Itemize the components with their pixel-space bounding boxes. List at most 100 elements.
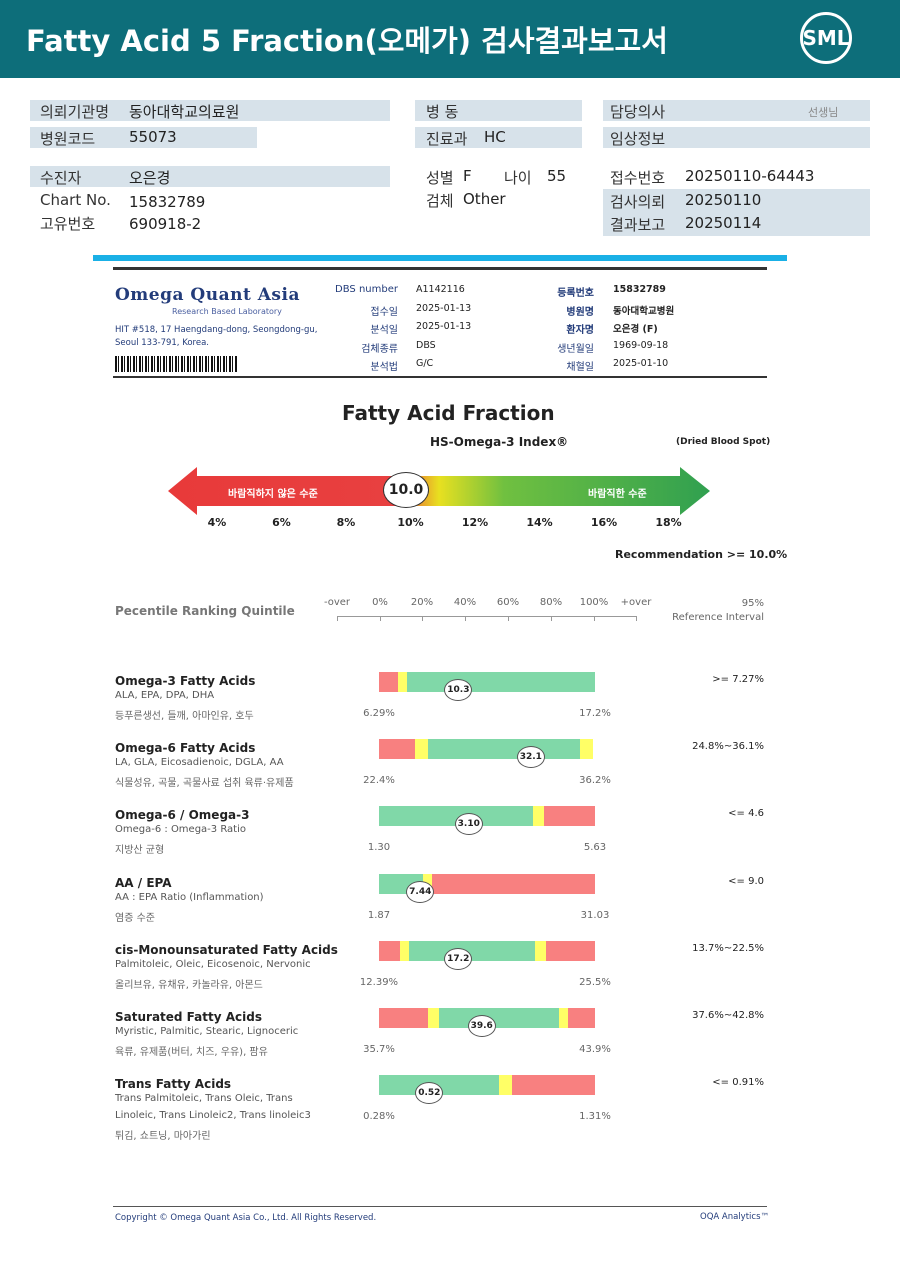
range-bar	[379, 940, 595, 961]
yellow-zone	[499, 1075, 512, 1096]
green-zone	[439, 1008, 559, 1028]
institution-field	[30, 100, 390, 121]
sml-logo: SML	[800, 12, 852, 64]
scale-tick-label: 10%	[397, 516, 424, 529]
header-bar: Fatty Acid 5 Fraction(오메가) 검사결과보고서 SML	[0, 0, 900, 78]
range-min: 35.7%	[363, 1044, 395, 1055]
red-zone	[379, 1008, 428, 1028]
range-min: 1.30	[367, 842, 391, 854]
address-line1: HIT #518, 17 Haengdang-dong, Seongdong-g…	[115, 325, 318, 335]
dept-field	[415, 127, 582, 148]
red-zone	[544, 806, 595, 827]
page-title: Fatty Acid 5 Fraction(오메가) 검사결과보고서	[26, 24, 668, 58]
left-field-label: 분석법	[370, 362, 398, 373]
row-components: Omega-6 : Omega-3 Ratio	[115, 824, 247, 836]
sex-value: F	[463, 167, 472, 185]
range-bar	[379, 672, 595, 692]
scale-tick-label: 12%	[461, 516, 489, 529]
value-marker: 3.10	[454, 813, 483, 836]
value-marker: 17.2	[444, 947, 473, 970]
address-line2: Seoul 133-791, Korea.	[115, 338, 209, 348]
range-max: 25.5%	[579, 976, 611, 988]
yellow-zone	[559, 1008, 568, 1028]
row-name: Trans Fatty Acids	[115, 1077, 232, 1092]
age-label: 나이	[504, 169, 532, 187]
index-value-marker: 10.0	[383, 472, 429, 508]
left-field-value: A1142116	[416, 284, 465, 295]
quintile-tick	[508, 616, 509, 621]
left-field-label: 접수일	[370, 306, 398, 318]
range-max: 43.9%	[579, 1044, 611, 1055]
row-name: cis-Monounsaturated Fatty Acids	[115, 942, 338, 957]
quintile-tick	[422, 616, 423, 621]
bad-zone-label: 바람직하지 않은 수준	[228, 489, 318, 500]
quintile-tick-label: 40%	[453, 597, 477, 608]
left-field-value: 2025-01-13	[416, 302, 472, 314]
reference-interval: >= 7.27%	[712, 674, 764, 685]
rep-label: 결과보고	[610, 216, 666, 234]
quintile-tick-label: 20%	[410, 597, 434, 608]
right-field-value: 2025-01-10	[613, 358, 669, 369]
report-header-rule	[113, 376, 767, 378]
copyright: Copyright © Omega Quant Asia Co., Ltd. A…	[115, 1213, 377, 1223]
recommendation: Recommendation >= 10.0%	[615, 548, 788, 561]
range-min: 1.87	[367, 909, 391, 921]
range-max: 5.63	[583, 842, 607, 854]
left-field-value: G/C	[416, 358, 434, 369]
quintile-tick	[337, 616, 338, 621]
red-zone	[379, 672, 398, 692]
row-food-sources: 식물성유, 곡물, 곡물사료 섭취 육류·유제품	[115, 778, 294, 790]
brand: OQA Analytics™	[700, 1212, 769, 1222]
report-top-rule	[113, 267, 767, 270]
row-name: Omega-3 Fatty Acids	[115, 674, 256, 688]
range-min: 12.39%	[359, 976, 399, 988]
sex-label: 성별	[426, 169, 454, 187]
rep-value: 20250114	[685, 214, 762, 232]
yellow-zone	[398, 672, 407, 692]
chart-value: 15832789	[129, 193, 206, 211]
institution-label: 의뢰기관명	[40, 103, 110, 121]
uid-value: 690918-2	[129, 215, 202, 233]
scale-tick-label: 16%	[590, 516, 618, 529]
doctor-label: 담당의사	[610, 103, 666, 121]
index-label: HS-Omega-3 Index®	[430, 435, 569, 449]
reference-interval: 24.8%~36.1%	[692, 741, 764, 753]
value-marker: 0.52	[415, 1082, 444, 1105]
good-zone-label: 바람직한 수준	[588, 489, 647, 500]
clinical-label: 임상정보	[610, 130, 666, 148]
scale-tick-label: 6%	[272, 516, 291, 529]
green-zone	[428, 739, 580, 760]
red-zone	[568, 1008, 595, 1028]
reference-interval: <= 4.6	[728, 808, 764, 820]
left-field-value: 2025-01-13	[416, 321, 472, 332]
range-max: 1.31%	[579, 1111, 611, 1123]
quintile-axis	[337, 616, 636, 617]
row-components: Palmitoleic, Oleic, Eicosenoic, Nervonic	[115, 958, 311, 970]
range-max: 17.2%	[579, 708, 611, 719]
quintile-tick-label: 0%	[372, 597, 388, 608]
ref-label-2: Reference Interval	[672, 612, 764, 623]
yellow-zone	[580, 739, 593, 760]
row-food-sources: 육류, 유제품(버터, 치즈, 우유), 팜유	[115, 1047, 268, 1058]
red-zone	[379, 739, 415, 760]
age-value: 55	[547, 167, 567, 185]
row-components: AA : EPA Ratio (Inflammation)	[115, 891, 264, 903]
right-field-label: 병원명	[566, 306, 594, 318]
req-label: 검사의뢰	[610, 193, 666, 211]
row-food-sources: 등푸른생선, 들깨, 아마인유, 호두	[115, 711, 254, 722]
quintile-tick-label: -over	[323, 597, 351, 608]
right-field-label: 채혈일	[566, 362, 594, 373]
recv-label: 접수번호	[610, 169, 666, 187]
range-bar	[379, 739, 595, 760]
row-components-2: Linoleic, Trans Linoleic2, Trans linolei…	[115, 1110, 311, 1122]
left-field-label: 분석일	[370, 325, 398, 336]
req-value: 20250110	[685, 191, 762, 209]
company-logo: Omega Quant Asia	[115, 285, 300, 305]
right-field-label: 환자명	[566, 325, 594, 336]
quintile-tick-label: 100%	[579, 597, 609, 608]
dept-label: 진료과	[426, 130, 468, 148]
barcode	[115, 356, 237, 372]
green-zone	[409, 940, 535, 961]
quintile-label: Pecentile Ranking Quintile	[115, 604, 295, 618]
ref-label-1: 95%	[741, 598, 764, 609]
